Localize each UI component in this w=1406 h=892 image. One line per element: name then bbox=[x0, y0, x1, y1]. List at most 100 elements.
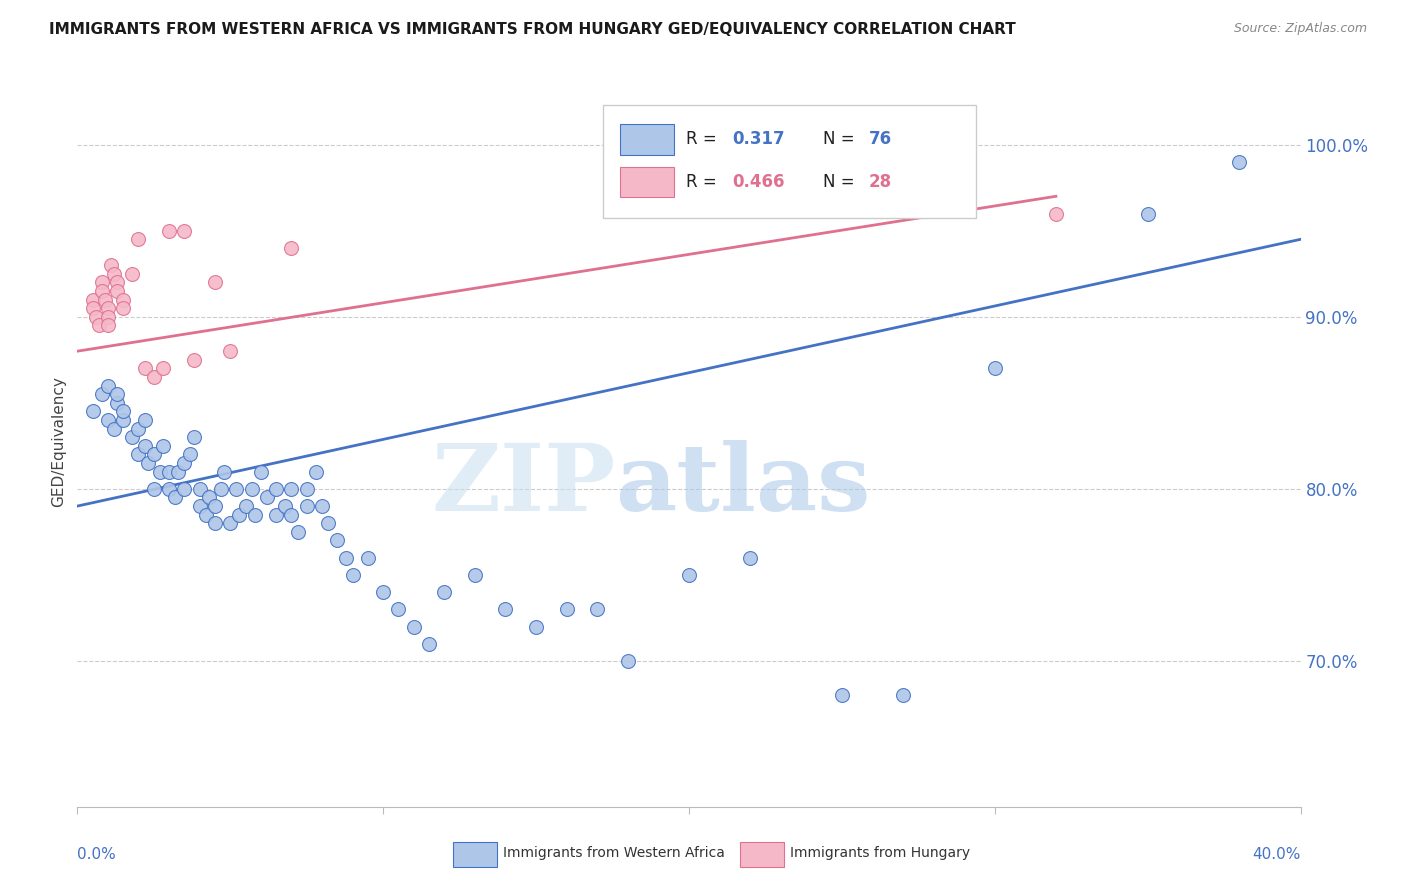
Point bbox=[167, 465, 190, 479]
Point bbox=[524, 619, 547, 633]
Point bbox=[243, 508, 266, 522]
Point bbox=[316, 516, 339, 531]
Point bbox=[342, 568, 364, 582]
Point bbox=[418, 637, 440, 651]
Point bbox=[295, 482, 318, 496]
Point bbox=[112, 293, 135, 307]
Text: 0.466: 0.466 bbox=[731, 173, 785, 191]
Point bbox=[198, 491, 221, 505]
Point bbox=[204, 276, 226, 290]
Point bbox=[678, 568, 700, 582]
Point bbox=[105, 284, 128, 298]
Point bbox=[225, 482, 247, 496]
Point bbox=[250, 465, 273, 479]
Point bbox=[157, 482, 180, 496]
Point bbox=[94, 293, 117, 307]
Point bbox=[219, 516, 242, 531]
Point bbox=[127, 447, 149, 461]
Point bbox=[891, 689, 914, 703]
Text: R =: R = bbox=[686, 173, 723, 191]
FancyBboxPatch shape bbox=[741, 842, 785, 866]
Text: N =: N = bbox=[824, 173, 860, 191]
Point bbox=[194, 508, 217, 522]
Point bbox=[134, 361, 156, 376]
Text: ZIP: ZIP bbox=[432, 441, 616, 531]
Point bbox=[127, 422, 149, 436]
Point bbox=[90, 387, 112, 401]
Point bbox=[105, 387, 128, 401]
Point bbox=[280, 508, 302, 522]
Point bbox=[173, 482, 195, 496]
Point bbox=[134, 439, 156, 453]
Point bbox=[90, 276, 112, 290]
Point bbox=[157, 465, 180, 479]
Point bbox=[97, 310, 120, 324]
Point bbox=[152, 439, 174, 453]
Point bbox=[188, 482, 211, 496]
Point bbox=[152, 361, 174, 376]
Point bbox=[586, 602, 609, 616]
FancyBboxPatch shape bbox=[453, 842, 496, 866]
Text: atlas: atlas bbox=[616, 441, 870, 531]
Point bbox=[1229, 154, 1251, 169]
Text: 0.0%: 0.0% bbox=[77, 847, 117, 863]
Point bbox=[357, 550, 380, 565]
Point bbox=[280, 482, 302, 496]
Point bbox=[121, 430, 143, 444]
Point bbox=[264, 508, 287, 522]
Point bbox=[326, 533, 349, 548]
Point bbox=[212, 465, 235, 479]
Text: Source: ZipAtlas.com: Source: ZipAtlas.com bbox=[1233, 22, 1367, 36]
Point bbox=[311, 499, 333, 513]
Point bbox=[617, 654, 640, 668]
Text: IMMIGRANTS FROM WESTERN AFRICA VS IMMIGRANTS FROM HUNGARY GED/EQUIVALENCY CORREL: IMMIGRANTS FROM WESTERN AFRICA VS IMMIGR… bbox=[49, 22, 1017, 37]
Point bbox=[105, 396, 128, 410]
Point bbox=[97, 378, 120, 392]
Point bbox=[105, 276, 128, 290]
Point bbox=[209, 482, 232, 496]
Point bbox=[173, 224, 195, 238]
Point bbox=[204, 499, 226, 513]
Point bbox=[433, 585, 456, 599]
Point bbox=[112, 404, 135, 418]
Point bbox=[134, 413, 156, 427]
Point bbox=[157, 224, 180, 238]
Point bbox=[188, 499, 211, 513]
Point bbox=[371, 585, 394, 599]
FancyBboxPatch shape bbox=[603, 105, 976, 219]
Text: 40.0%: 40.0% bbox=[1253, 847, 1301, 863]
Point bbox=[183, 430, 205, 444]
Point bbox=[235, 499, 257, 513]
Point bbox=[179, 447, 201, 461]
Point bbox=[264, 482, 287, 496]
Point bbox=[97, 413, 120, 427]
Point bbox=[165, 491, 187, 505]
FancyBboxPatch shape bbox=[620, 167, 675, 197]
Point bbox=[103, 422, 125, 436]
Point bbox=[142, 447, 165, 461]
Point bbox=[82, 301, 104, 315]
Point bbox=[127, 232, 149, 246]
Point bbox=[555, 602, 578, 616]
Point bbox=[82, 293, 104, 307]
Point bbox=[464, 568, 486, 582]
Point bbox=[97, 318, 120, 333]
Point bbox=[84, 310, 107, 324]
Y-axis label: GED/Equivalency: GED/Equivalency bbox=[51, 376, 66, 507]
Point bbox=[204, 516, 226, 531]
Point bbox=[984, 361, 1007, 376]
Text: 28: 28 bbox=[869, 173, 891, 191]
Text: N =: N = bbox=[824, 130, 860, 148]
Point bbox=[97, 301, 120, 315]
Point bbox=[280, 241, 302, 255]
Point bbox=[831, 689, 853, 703]
Text: 76: 76 bbox=[869, 130, 891, 148]
Point bbox=[103, 267, 125, 281]
Point bbox=[1045, 206, 1067, 220]
FancyBboxPatch shape bbox=[620, 124, 675, 155]
Point bbox=[256, 491, 278, 505]
Text: Immigrants from Western Africa: Immigrants from Western Africa bbox=[503, 847, 725, 861]
Point bbox=[274, 499, 297, 513]
Point bbox=[112, 301, 135, 315]
Point bbox=[183, 352, 205, 367]
